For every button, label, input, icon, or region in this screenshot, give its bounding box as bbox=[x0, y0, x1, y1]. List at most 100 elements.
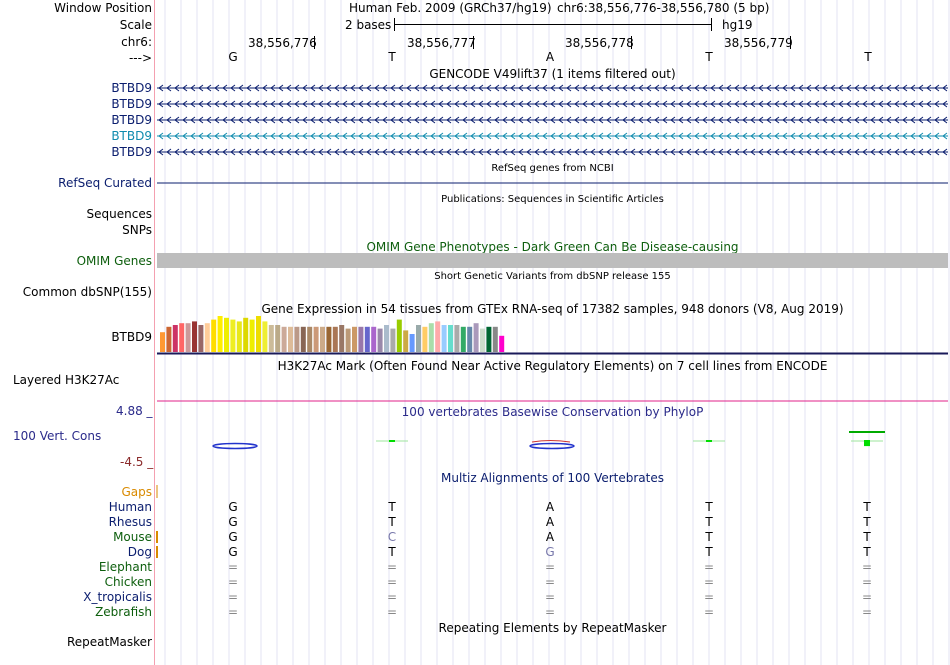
phylop-label[interactable]: 100 Vert. Cons bbox=[13, 429, 102, 443]
coord-tick-1 bbox=[314, 36, 315, 49]
gencode-gene-label[interactable]: BTBD9 bbox=[111, 97, 152, 111]
gtex-bar bbox=[198, 325, 204, 352]
phylop-bar bbox=[706, 440, 712, 442]
alignment-base: A bbox=[545, 500, 555, 514]
strand-arrows bbox=[158, 84, 948, 92]
alignment-base: A bbox=[545, 530, 555, 544]
repeatmasker-title[interactable]: Repeating Elements by RepeatMasker bbox=[438, 621, 667, 635]
gtex-bar bbox=[422, 326, 428, 352]
gtex-bar bbox=[467, 326, 473, 352]
refseq-title[interactable]: RefSeq genes from NCBI bbox=[491, 163, 614, 174]
scale-text: 2 bases bbox=[345, 18, 392, 32]
species-label[interactable]: Elephant bbox=[98, 560, 152, 574]
alignment-base: = bbox=[227, 560, 239, 574]
alignment-base: = bbox=[227, 590, 239, 604]
strand-arrows bbox=[158, 116, 948, 124]
gtex-bar bbox=[256, 316, 261, 352]
alignment-base: = bbox=[703, 605, 715, 619]
species-label[interactable]: Rhesus bbox=[108, 515, 152, 529]
gtex-bar bbox=[211, 319, 217, 352]
alignment-base: = bbox=[227, 575, 239, 589]
alignment-base: G bbox=[545, 545, 555, 559]
phylop-max-label: 4.88 _ bbox=[116, 404, 153, 418]
gtex-bar bbox=[288, 326, 293, 352]
species-label[interactable]: Zebrafish bbox=[95, 605, 152, 619]
gtex-bar bbox=[416, 325, 421, 352]
gtex-bar bbox=[160, 332, 165, 352]
phylop-bar bbox=[389, 440, 395, 442]
alignment-base: A bbox=[545, 515, 555, 529]
gencode-title[interactable]: GENCODE V49lift37 (1 items filtered out) bbox=[429, 67, 676, 81]
h3k27ac-title[interactable]: H3K27Ac Mark (Often Found Near Active Re… bbox=[277, 359, 828, 373]
position-text[interactable]: chr6:38,556,776-38,556,780 (5 bp) bbox=[557, 1, 770, 15]
refseq-label[interactable]: RefSeq Curated bbox=[58, 176, 152, 190]
gtex-bar bbox=[345, 328, 351, 352]
gencode-gene-label[interactable]: BTBD9 bbox=[111, 81, 152, 95]
gencode-gene-label[interactable]: BTBD9 bbox=[111, 113, 152, 127]
gtex-bar bbox=[204, 323, 210, 352]
species-label[interactable]: Dog bbox=[127, 545, 152, 559]
alignment-base: = bbox=[544, 575, 556, 589]
gencode-gene-label[interactable]: BTBD9 bbox=[111, 129, 152, 143]
alignment-base: T bbox=[705, 545, 713, 559]
dbsnp-label[interactable]: Common dbSNP(155) bbox=[22, 285, 152, 299]
phylop-bar bbox=[864, 440, 870, 447]
alignment-base: T bbox=[863, 530, 871, 544]
phylop-title[interactable]: 100 vertebrates Basewise Conservation by… bbox=[401, 405, 704, 419]
gtex-bar bbox=[371, 326, 377, 352]
gtex-bar bbox=[179, 323, 185, 352]
coord-tick-4 bbox=[790, 36, 791, 49]
dbsnp-title[interactable]: Short Genetic Variants from dbSNP releas… bbox=[434, 271, 671, 282]
gtex-bar bbox=[230, 319, 236, 352]
coord-2: 38,556,777 bbox=[407, 36, 476, 50]
ref-base: A bbox=[545, 50, 555, 64]
gtex-bar bbox=[300, 326, 306, 352]
alignment-base: G bbox=[228, 500, 238, 514]
gtex-bar bbox=[499, 335, 505, 352]
gtex-label[interactable]: BTBD9 bbox=[111, 330, 152, 344]
alignment-base: = bbox=[861, 560, 873, 574]
omim-label[interactable]: OMIM Genes bbox=[76, 254, 152, 268]
alignment-base: = bbox=[703, 575, 715, 589]
gtex-bar bbox=[473, 323, 479, 352]
alignment-marker bbox=[156, 531, 158, 543]
publications-title[interactable]: Publications: Sequences in Scientific Ar… bbox=[441, 194, 664, 205]
species-label[interactable]: X_tropicalis bbox=[83, 590, 152, 604]
gtex-bar bbox=[268, 325, 274, 352]
species-label[interactable]: Human bbox=[108, 500, 152, 514]
strand-arrows bbox=[158, 132, 948, 140]
multiz-title[interactable]: Multiz Alignments of 100 Vertebrates bbox=[440, 471, 665, 485]
gtex-bar bbox=[435, 321, 441, 352]
alignment-base: = bbox=[861, 605, 873, 619]
h3k27ac-label[interactable]: Layered H3K27Ac bbox=[13, 373, 120, 387]
omim-title[interactable]: OMIM Gene Phenotypes - Dark Green Can Be… bbox=[366, 240, 739, 254]
alignment-base: = bbox=[703, 590, 715, 604]
ref-base: G bbox=[228, 50, 238, 64]
alignment-base: T bbox=[705, 500, 713, 514]
chr-label: chr6: bbox=[121, 35, 152, 49]
gtex-title[interactable]: Gene Expression in 54 tissues from GTEx … bbox=[261, 302, 844, 316]
alignment-base: = bbox=[861, 575, 873, 589]
species-label[interactable]: Mouse bbox=[113, 530, 152, 544]
gtex-bar bbox=[294, 326, 300, 352]
gtex-bar bbox=[217, 316, 223, 352]
species-label[interactable]: Chicken bbox=[104, 575, 152, 589]
gencode-gene-label[interactable]: BTBD9 bbox=[111, 145, 152, 159]
gtex-bar bbox=[249, 319, 255, 352]
gtex-bar bbox=[172, 325, 178, 352]
sequences-label[interactable]: Sequences bbox=[86, 207, 152, 221]
alignment-marker bbox=[156, 546, 158, 558]
gtex-bar bbox=[364, 326, 370, 352]
gtex-bar bbox=[384, 325, 389, 352]
gtex-bar bbox=[454, 325, 460, 352]
gtex-bar bbox=[320, 326, 325, 352]
alignment-base: = bbox=[386, 590, 398, 604]
snps-label[interactable]: SNPs bbox=[122, 223, 152, 237]
gtex-bar bbox=[460, 326, 466, 352]
gaps-label: Gaps bbox=[121, 485, 152, 499]
repeatmasker-label[interactable]: RepeatMasker bbox=[66, 635, 152, 649]
ref-base: T bbox=[864, 50, 872, 64]
alignment-base: G bbox=[228, 545, 238, 559]
gtex-bar bbox=[480, 328, 485, 352]
